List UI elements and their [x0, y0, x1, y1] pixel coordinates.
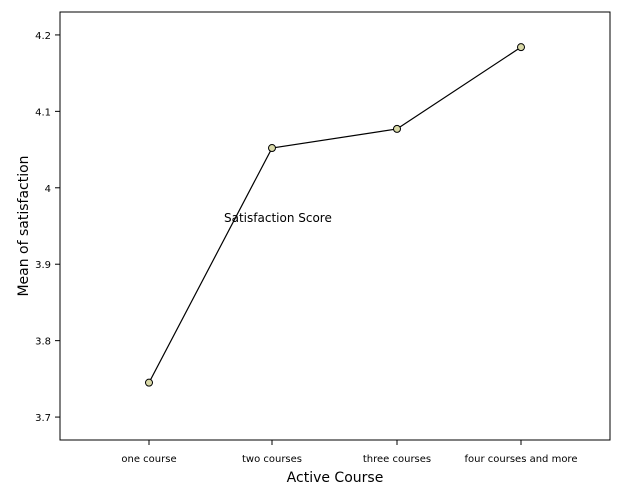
- y-tick-label: 3.9: [35, 260, 51, 271]
- x-axis-title: Active Course: [287, 470, 384, 486]
- x-tick-label: two courses: [242, 454, 302, 465]
- y-tick-label: 4: [45, 184, 51, 195]
- data-point: [268, 144, 276, 153]
- y-tick-label: 3.7: [35, 413, 51, 424]
- annotation-label: Satisfaction Score: [224, 211, 332, 225]
- y-tick-label: 4.2: [35, 31, 51, 42]
- data-markers: [145, 43, 525, 387]
- plot-frame: [59, 11, 611, 441]
- data-point: [517, 43, 525, 52]
- y-tick-label: 3.8: [35, 337, 51, 348]
- y-tick-label: 4.1: [35, 107, 51, 118]
- y-axis-title: Mean of satisfaction: [16, 155, 32, 296]
- x-tick-label: one course: [121, 454, 176, 465]
- data-point: [393, 124, 401, 133]
- x-axis-ticks: one course two courses three courses four c…: [121, 440, 577, 465]
- x-tick-label: three courses: [363, 454, 431, 465]
- x-tick-label: four courses and more: [465, 454, 578, 465]
- data-point: [145, 378, 153, 387]
- y-axis-ticks: 3.7 3.8 3.9 4 4.1 4.2: [35, 31, 60, 424]
- series-line: [148, 46, 522, 383]
